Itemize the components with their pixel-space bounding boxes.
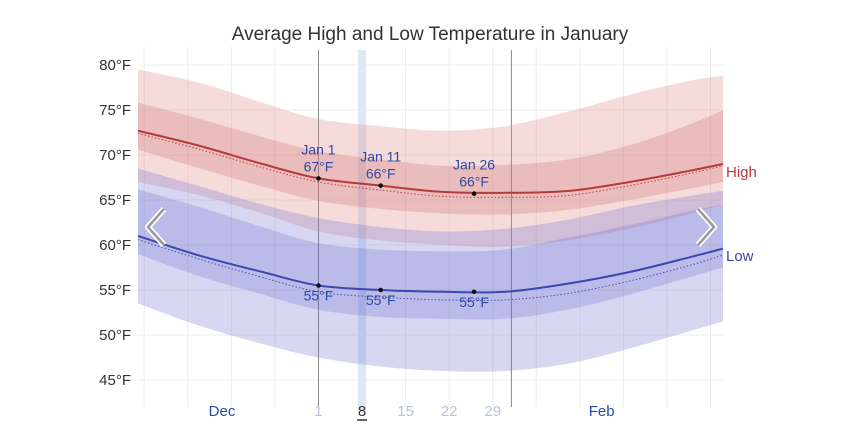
- mean-line-high: [138, 129, 723, 194]
- high-band-10-90: [138, 69, 723, 248]
- x-tick-label: 22: [441, 403, 458, 420]
- annotation-value: 55°F: [459, 294, 489, 310]
- y-tick-label: 75°F: [99, 102, 131, 119]
- normal-line-low: [138, 239, 723, 301]
- prev-arrow-button[interactable]: [142, 205, 172, 249]
- data-point: [378, 287, 384, 293]
- data-point: [316, 176, 321, 181]
- today-highlight: [358, 50, 367, 410]
- y-tick-label: 60°F: [99, 237, 131, 254]
- annotation-value: 66°F: [366, 166, 396, 182]
- annotation-value: 55°F: [304, 288, 334, 304]
- x-tick-label: 1: [314, 403, 322, 420]
- data-point: [316, 283, 321, 288]
- annotation-date: Jan 26: [453, 157, 495, 173]
- series-label-high: High: [726, 164, 757, 181]
- percentile-bands: [138, 69, 723, 372]
- y-axis: 80°F 75°F 70°F 65°F 60°F 55°F 50°F 45°F: [99, 57, 131, 389]
- y-tick-label: 55°F: [99, 282, 131, 299]
- y-tick-label: 65°F: [99, 192, 131, 209]
- x-tick-label: 15: [397, 403, 414, 420]
- x-tick-label: 29: [484, 403, 501, 420]
- annotation-date: Jan 11: [360, 149, 401, 165]
- data-point: [378, 183, 384, 188]
- high-band-25-75: [138, 102, 723, 215]
- data-point: [471, 191, 477, 196]
- mean-line-low: [138, 235, 723, 294]
- x-axis: Dec 1 8 15 22 29 Feb: [209, 403, 615, 421]
- y-tick-label: 50°F: [99, 327, 131, 344]
- annotation-value: 55°F: [366, 292, 396, 308]
- x-tick-label: Dec: [209, 403, 236, 420]
- series-label-low: Low: [726, 248, 754, 265]
- y-tick-label: 45°F: [99, 372, 131, 389]
- next-arrow-button[interactable]: [690, 205, 720, 249]
- chevron-left-icon: [145, 207, 167, 247]
- series-lines: [138, 129, 723, 301]
- low-band-10-90: [138, 168, 723, 372]
- annotation-value: 67°F: [304, 158, 334, 174]
- normal-line-high: [138, 132, 723, 198]
- chevron-right-icon: [695, 207, 717, 247]
- chart-title: Average High and Low Temperature in Janu…: [232, 24, 629, 45]
- x-tick-label: Feb: [589, 403, 615, 420]
- x-tick-label: 8: [358, 403, 366, 420]
- annotation-date: Jan 1: [301, 141, 335, 157]
- y-tick-label: 80°F: [99, 57, 131, 74]
- annotation-value: 66°F: [459, 174, 489, 190]
- data-point: [471, 289, 477, 295]
- y-tick-label: 70°F: [99, 147, 131, 164]
- highlight-band: [358, 50, 367, 410]
- low-band-25-75: [138, 189, 723, 320]
